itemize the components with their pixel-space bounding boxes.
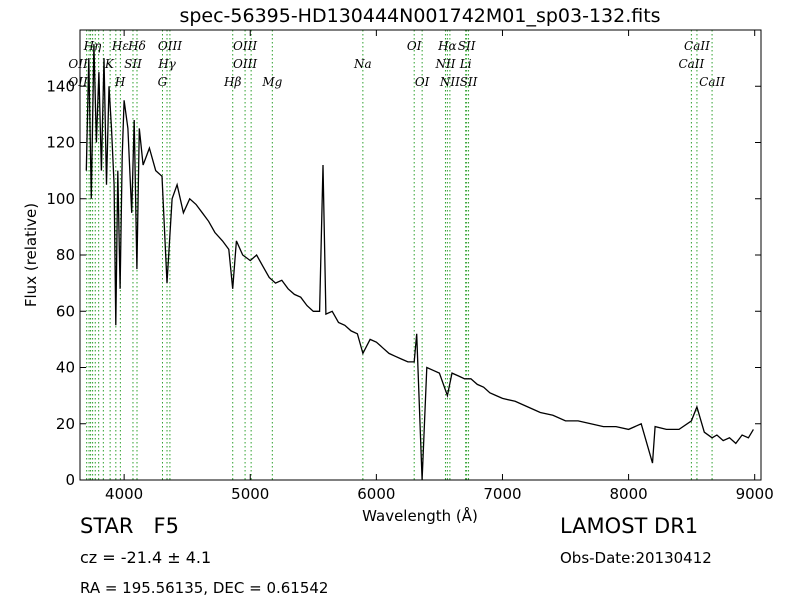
line-markers — [86, 30, 713, 480]
survey-name: LAMOST DR1 — [560, 514, 699, 538]
spectral-line-label: Hγ — [157, 57, 176, 71]
spectral-line-label: OII — [68, 57, 88, 71]
spectral-line-label: SII — [458, 39, 476, 53]
y-tick-label: 120 — [46, 134, 75, 152]
spectral-line-label: Hε — [111, 39, 129, 53]
y-tick-label: 100 — [46, 190, 75, 208]
y-axis-label: Flux (relative) — [22, 203, 40, 307]
spectral-line-labels: OII OII Hη Hε KH Hδ SII OIII Hγ G OIII OIII Hβ Mg Na OI… — [68, 39, 725, 89]
spectral-line-label: OIII — [233, 39, 257, 53]
spectral-line-label: NII — [439, 75, 460, 89]
chart-title: spec-56395-HD130444N001742M01_sp03-132.f… — [179, 5, 660, 27]
spectrum-line — [85, 44, 754, 480]
spectral-line-label: NII — [434, 57, 455, 71]
spectral-line-label: OIII — [158, 39, 182, 53]
x-tick-label: 6000 — [357, 485, 395, 503]
x-tick-label: 7000 — [483, 485, 521, 503]
spectral-line-label: Na — [353, 57, 372, 71]
spectral-line-label: CaII — [678, 57, 704, 71]
x-tick-label: 8000 — [609, 485, 647, 503]
spectral-line-label: Hδ — [127, 39, 146, 53]
x-tick-label: 9000 — [736, 485, 774, 503]
spectral-line-label: CaII — [699, 75, 725, 89]
spectral-line-label: Li — [459, 57, 472, 71]
y-tick-label: 40 — [56, 359, 75, 377]
spectral-line-label: Hα — [437, 39, 457, 53]
plot-frame — [79, 29, 762, 481]
y-tick-label: 0 — [65, 471, 75, 489]
y-tick-label: 20 — [56, 415, 75, 433]
x-tick-label: 5000 — [231, 485, 269, 503]
x-axis-label: Wavelength (Å) — [362, 506, 478, 525]
observation-date: Obs-Date:20130412 — [560, 549, 712, 567]
redshift-text: cz = -21.4 ± 4.1 — [80, 548, 212, 567]
spectral-line-label: SII — [124, 57, 142, 71]
spectral-line-label: OII — [68, 75, 88, 89]
y-tick-label: 140 — [46, 77, 75, 95]
spectral-line-label: Hβ — [223, 75, 241, 89]
coordinates-text: RA = 195.56135, DEC = 0.61542 — [80, 579, 329, 597]
spectral-line-label: Mg — [261, 75, 282, 89]
y-axis-ticks: 0 20 40 60 80 100 120 140 — [46, 77, 761, 489]
spectral-line-label: SII — [460, 75, 478, 89]
y-tick-label: 60 — [56, 302, 75, 320]
x-tick-label: 4000 — [105, 485, 143, 503]
spectral-line-label: OI — [415, 75, 430, 89]
spectral-line-label: CaII — [684, 39, 710, 53]
spectral-line-label: G — [158, 75, 168, 89]
classification-text: STAR F5 — [80, 514, 179, 538]
spectral-line-label: OIII — [233, 57, 257, 71]
spectral-line-label: H — [114, 75, 126, 89]
x-axis-ticks: 4000 5000 6000 7000 8000 9000 — [105, 30, 774, 503]
spectral-line-label: Hη — [83, 39, 102, 53]
spectral-line-label: K — [104, 57, 115, 71]
spectral-line-label: OI — [407, 39, 422, 53]
y-tick-label: 80 — [56, 246, 75, 264]
